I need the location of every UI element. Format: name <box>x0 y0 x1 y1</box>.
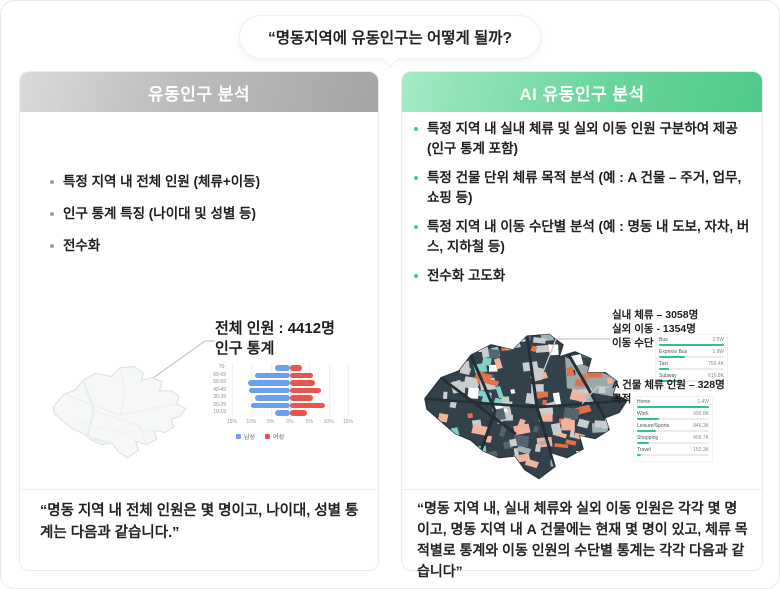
stat-row: Leisure/Sports 946.3K <box>637 423 709 432</box>
list-item: 전수화 <box>50 236 366 256</box>
stat-row: Work 990.8K <box>637 411 709 420</box>
total-people-label: 전체 인원 : 4412명 <box>215 320 335 337</box>
pyramid-axis: 15% 10% 5% 0% 5% 10% 15% <box>226 419 354 425</box>
list-item: 인구 통계 특징 (나이대 및 성별 등) <box>50 204 366 224</box>
list-item-label: 특정 건물 단위 체류 목적 분석 (예 : A 건물 – 주거, 업무, 쇼핑… <box>427 170 742 205</box>
purpose-label: 목적 <box>612 393 632 405</box>
stat-row: Subway 616.8K <box>659 373 724 382</box>
bubble-tail <box>380 49 400 68</box>
left-divider <box>20 489 378 490</box>
stat-row: Home 1.4W <box>637 399 709 408</box>
panel-right-title: AI 유동인구 분석 <box>519 84 645 104</box>
building-stay-label: A 건물 체류 인원 – 328명 <box>612 379 725 391</box>
panel-ai-analysis: AI 유동인구 분석 특정 지역 내 실내 체류 및 실외 이동 인원 구분하여… <box>401 71 763 579</box>
right-quote: “명동 지역 내, 실내 체류와 실외 이동 인원은 각각 몇 명이고, 명동 … <box>417 500 748 579</box>
bullet-dot-icon <box>50 212 54 216</box>
panel-left-header: 유동인구 분석 <box>20 72 378 112</box>
bullet-dot-icon <box>50 244 54 248</box>
population-pyramid-chart: 70- 60-69 50-59 40-49 30-39 20-29 10-19 15% 10%… <box>202 364 354 441</box>
list-item: 특정 지역 내 이동 수단별 분석 (예 : 명동 내 도보, 자차, 버스, … <box>414 217 750 257</box>
panel-right-header: AI 유동인구 분석 <box>402 72 762 112</box>
list-item: 특정 지역 내 실내 체류 및 실외 이동 인원 구분하여 제공 (인구 통계 … <box>414 119 750 159</box>
right-bullet-list: 특정 지역 내 실내 체류 및 실외 이동 인원 구분하여 제공 (인구 통계 … <box>414 119 750 295</box>
transport-stats-card: Bus 2.5W Express Bus 1.9W Taxi 756.4K Subway 61… <box>655 334 728 388</box>
indoor-stay-label: 실내 체류 – 3058명 <box>612 309 699 321</box>
stat-row: Travel 152.3K <box>637 447 709 456</box>
list-item: 특정 건물 단위 체류 목적 분석 (예 : A 건물 – 주거, 업무, 쇼핑… <box>414 168 750 208</box>
stat-row: Shopping 406.7K <box>637 435 709 444</box>
right-callout-building: A 건물 체류 인원 – 328명 목적 <box>612 378 725 406</box>
panel-basic-analysis: 유동인구 분석 특정 지역 내 전체 인원 (체류+이동) 인구 통계 특징 (… <box>19 71 379 571</box>
bullet-dot-icon <box>414 127 418 131</box>
list-item-label: 특정 지역 내 실내 체류 및 실외 이동 인원 구분하여 제공 (인구 통계 … <box>427 121 738 156</box>
question-text: “명동지역에 유동인구는 어떻게 될까? <box>267 30 513 47</box>
list-item-label: 특정 지역 내 이동 수단별 분석 (예 : 명동 내 도보, 자차, 버스, … <box>427 219 750 254</box>
bullet-dot-icon <box>414 274 418 278</box>
right-divider <box>402 489 762 490</box>
stat-row: Taxi 756.4K <box>659 361 724 370</box>
list-item: 전수화 고도화 <box>414 266 750 286</box>
list-item-label: 특정 지역 내 전체 인원 (체류+이동) <box>63 174 261 189</box>
right-callout-movement: 실내 체류 – 3058명 실외 이동 - 1354명 이동 수단 <box>612 308 698 350</box>
question-bubble: “명동지역에 유동인구는 어떻게 될까? <box>238 15 542 68</box>
list-item-label: 인구 통계 특징 (나이대 및 성별 등) <box>63 206 256 221</box>
stat-row: Bus 2.5W <box>659 337 724 346</box>
left-quote: “명동 지역 내 전체 인원은 몇 명이고, 나이대, 성별 통계는 다음과 같… <box>40 503 359 541</box>
pyramid-legend: 남성 여성 <box>236 432 354 441</box>
list-item: 특정 지역 내 전체 인원 (체류+이동) <box>50 172 366 192</box>
stat-row: Express Bus 1.9W <box>659 349 724 358</box>
bullet-dot-icon <box>414 225 418 229</box>
district-outline-map <box>52 366 187 459</box>
demographics-label: 인구 통계 <box>215 340 275 357</box>
pyramid-age-labels: 70- 60-69 50-59 40-49 30-39 20-29 10-19 <box>213 364 226 415</box>
left-callout: 전체 인원 : 4412명 인구 통계 <box>215 319 335 359</box>
panel-left-title: 유동인구 분석 <box>147 84 251 104</box>
bullet-dot-icon <box>414 176 418 180</box>
outdoor-move-label: 실외 이동 - 1354명 <box>612 323 696 335</box>
bullet-dot-icon <box>50 180 54 184</box>
list-item-label: 전수화 <box>63 238 101 253</box>
left-bullet-list: 특정 지역 내 전체 인원 (체류+이동) 인구 통계 특징 (나이대 및 성별… <box>50 172 366 268</box>
transport-mode-label: 이동 수단 <box>612 337 654 349</box>
purpose-stats-card: Home 1.4W Work 990.8K Leisure/Sports 946.3K Sh… <box>633 396 713 462</box>
list-item-label: 전수화 고도화 <box>427 268 506 283</box>
pyramid-plot <box>230 364 350 417</box>
